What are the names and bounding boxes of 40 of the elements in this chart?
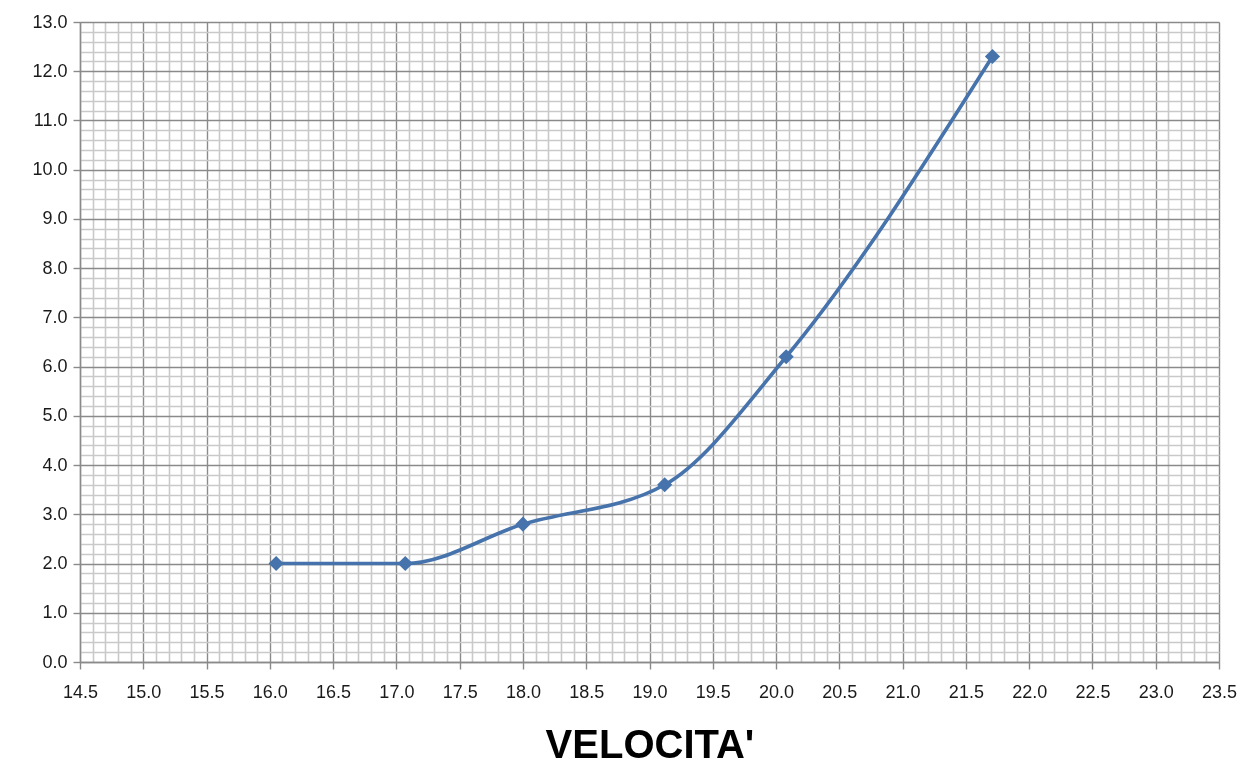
x-tick-label: 14.5 <box>62 681 99 702</box>
x-tick-label: 17.5 <box>442 681 478 702</box>
x-tick-label: 15.0 <box>126 681 162 702</box>
y-tick-label: 13.0 <box>32 11 68 32</box>
y-tick-label: 10.0 <box>32 159 68 180</box>
x-tick-label: 18.0 <box>505 681 541 702</box>
y-tick-label: 7.0 <box>42 306 68 327</box>
point <box>657 477 673 493</box>
y-tick-label: 1.0 <box>42 602 68 623</box>
y-tick-label: 12.0 <box>32 60 68 81</box>
x-tick-label: 23.0 <box>1138 681 1174 702</box>
y-tick-label: 4.0 <box>42 454 68 475</box>
x-tick-label: 17.0 <box>379 681 415 702</box>
x-tick-label: 22.5 <box>1075 681 1111 702</box>
y-tick-label: 5.0 <box>42 405 68 426</box>
point <box>778 349 794 365</box>
y-tick-label: 9.0 <box>42 208 68 229</box>
y-tick-label: 8.0 <box>42 257 68 278</box>
point <box>515 516 531 532</box>
x-tick-label: 15.5 <box>189 681 225 702</box>
x-tick-label: 23.5 <box>1201 681 1238 702</box>
x-tick-label: 18.5 <box>569 681 605 702</box>
y-tick-label: 2.0 <box>42 553 68 574</box>
x-tick-label: 19.0 <box>632 681 668 702</box>
y-tick-label: 3.0 <box>42 503 68 524</box>
y-tick-label: 0.0 <box>42 651 68 672</box>
x-tick-label: 16.0 <box>252 681 288 702</box>
y-tick-label: 11.0 <box>33 109 68 130</box>
point <box>268 555 284 572</box>
point <box>397 555 413 572</box>
point <box>984 48 1001 65</box>
x-tick-label: 20.5 <box>822 681 858 702</box>
y-tick-label: 6.0 <box>42 356 68 377</box>
x-tick-label: 19.5 <box>695 681 731 702</box>
x-tick-label: 16.5 <box>316 681 352 702</box>
x-tick-label: 20.0 <box>759 681 795 702</box>
x-tick-label: 21.5 <box>948 681 984 702</box>
x-tick-label: 21.0 <box>885 681 921 702</box>
x-axis-title: VELOCITA' <box>545 721 755 766</box>
x-tick-label: 22.0 <box>1012 681 1048 702</box>
